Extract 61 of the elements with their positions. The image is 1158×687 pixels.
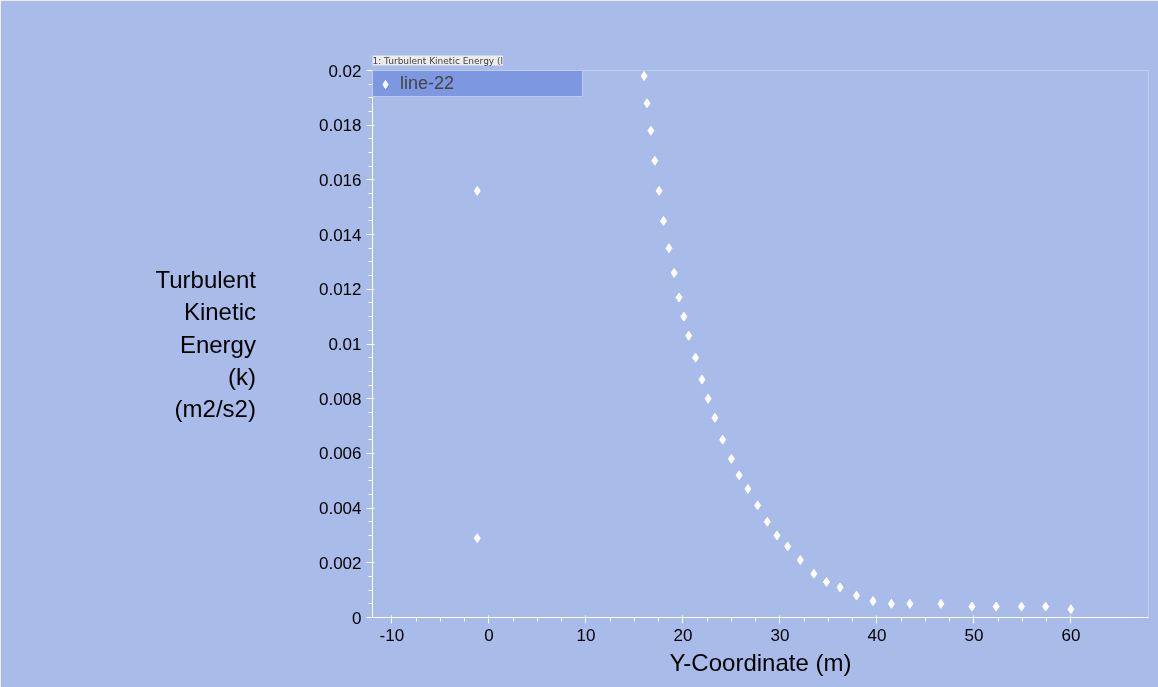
point [704,393,712,404]
x-tick-label: 60 [1061,625,1081,645]
point [675,292,683,303]
y-tick-label: 0 [352,608,362,628]
y-tick-label: 0.018 [318,116,362,136]
legend-label: line-22 [400,73,456,94]
x-tick-label: 20 [673,625,693,645]
chart-title: 1: Turbulent Kinetic Energy (l [372,55,504,66]
point [735,470,743,481]
point [1067,604,1075,615]
y-tick-label: 0.008 [318,389,362,409]
point [773,530,781,541]
point [698,374,706,385]
x-tick-label: 0 [484,625,494,645]
point [744,483,752,494]
point [719,434,727,445]
y-tick-label: 0.014 [318,225,362,245]
point [853,590,861,601]
point [1042,601,1050,612]
point [822,576,830,587]
x-tick-label: 50 [964,625,984,645]
point [763,516,771,527]
x-tick-label: 30 [770,625,790,645]
point [670,267,678,278]
y-tick-label: 0.01 [328,335,362,354]
point [968,601,976,612]
x-tick-label: 10 [576,625,596,645]
point [887,598,895,609]
y-tick-label: 0.004 [318,499,362,519]
point [810,568,818,579]
y-tick-label: 0.006 [318,444,362,464]
point [473,533,481,544]
point [1017,601,1025,612]
x-tick-label: -10 [379,625,405,645]
point [651,155,659,166]
y-tick-label: 0.012 [318,280,362,300]
y-axis-title: Turbulent Kinetic Energy (k) (m2/s2) [155,265,257,423]
point [473,185,481,196]
point [754,500,762,511]
y-tick-label: 0.02 [328,61,362,81]
point [836,582,844,593]
point [640,70,648,81]
point [665,243,673,254]
x-axis-title: Y-Coordinate (m) [669,648,852,676]
point [906,598,914,609]
point [655,185,663,196]
point [643,98,651,109]
point [680,311,688,322]
point [685,330,693,341]
point [796,555,804,566]
y-tick-label: 0.016 [318,170,362,190]
point [937,598,945,609]
point [727,453,735,464]
point [784,541,792,552]
point [647,125,655,136]
y-tick-label: 0.002 [318,553,362,573]
point [869,596,877,607]
point [992,601,1000,612]
point [711,412,719,423]
point [692,352,700,363]
x-tick-label: 40 [867,625,887,645]
